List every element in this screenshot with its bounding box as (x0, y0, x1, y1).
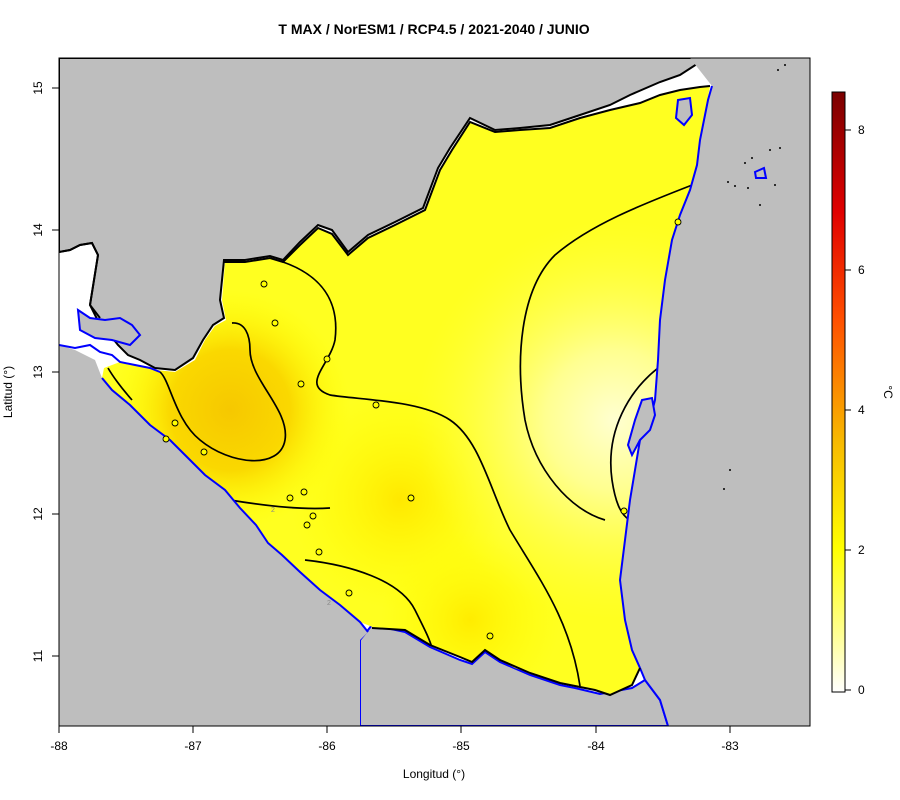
legend-unit: °C (881, 385, 895, 399)
gulf-fonseca-coast (59, 343, 161, 373)
south-border (371, 627, 641, 697)
contour-west-loop (159, 322, 287, 462)
y-tick-label: 14 (31, 223, 45, 237)
contour-south-1 (229, 499, 331, 510)
caribbean-land-east (620, 58, 810, 726)
station-marker (260, 280, 268, 288)
station-marker (620, 507, 628, 515)
legend-tick-label: 0 (858, 683, 865, 697)
station-marker (309, 512, 317, 520)
x-tick-label: -85 (452, 739, 470, 753)
station-markers (162, 218, 682, 640)
north-border (224, 85, 711, 264)
x-axis-title: Longitud (°) (403, 767, 465, 781)
pearl-lagoon (626, 396, 657, 458)
y-axis (52, 87, 60, 657)
honduras-land (59, 58, 810, 372)
contour-south-2 (304, 559, 433, 649)
x-tick-label: -88 (50, 739, 68, 753)
gulf-fonseca (76, 307, 142, 347)
caribbean-islet (753, 166, 768, 179)
colorbar (831, 91, 846, 693)
lagoon-north (674, 96, 694, 127)
station-marker (271, 319, 279, 327)
station-marker (372, 401, 380, 409)
nicaragua-coastline (101, 377, 369, 633)
x-tick-label: -86 (318, 739, 336, 753)
contour-label: 2 (327, 600, 331, 607)
y-tick-label: 12 (31, 507, 45, 521)
color-legend: 0 2 4 6 8 °C (831, 91, 895, 697)
station-marker (300, 488, 308, 496)
legend-tick-label: 6 (858, 263, 865, 277)
x-tick-label: -83 (721, 739, 739, 753)
legend-tick-label: 2 (858, 543, 865, 557)
pacific-coast-land (59, 345, 368, 726)
station-marker (200, 448, 208, 456)
y-tick-label: 15 (31, 81, 45, 95)
station-marker (297, 380, 305, 388)
legend-tick-label: 8 (858, 123, 865, 137)
station-marker (323, 355, 331, 363)
caribbean-cays (723, 64, 786, 490)
x-tick-label: -87 (184, 739, 202, 753)
station-marker (674, 218, 682, 226)
honduras-border-west (59, 241, 101, 319)
station-marker (286, 494, 294, 502)
contour-lines (107, 181, 701, 687)
y-tick-label: 11 (31, 649, 45, 662)
station-marker (303, 521, 311, 529)
station-marker (315, 548, 323, 556)
station-marker (486, 632, 494, 640)
y-tick-label: 13 (31, 365, 45, 379)
map-title: T MAX / NorESM1 / RCP4.5 / 2021-2040 / J… (278, 21, 590, 37)
map-panel: 2 2 (59, 58, 810, 726)
station-marker (162, 435, 170, 443)
station-marker (171, 419, 179, 427)
contour-label: 2 (271, 507, 275, 514)
legend-tick-label: 4 (858, 403, 865, 417)
station-marker (407, 494, 415, 502)
x-tick-label: -84 (587, 739, 605, 753)
contour-northwest (282, 261, 581, 687)
x-axis (58, 725, 731, 733)
contour-east-big (519, 181, 701, 521)
y-axis-title: Latitud (°) (1, 366, 15, 418)
contour-west-coast (107, 367, 133, 401)
station-marker (345, 589, 353, 597)
